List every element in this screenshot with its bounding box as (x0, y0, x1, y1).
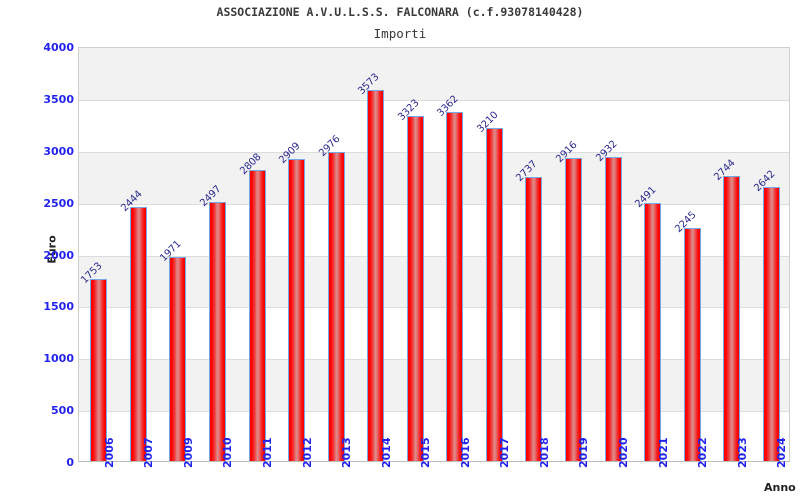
bar[interactable] (485, 127, 503, 461)
x-axis-tick-label: 2020 (617, 437, 630, 468)
x-axis-tick-label: 2006 (102, 437, 116, 468)
x-axis-tick-label: 2024 (775, 437, 789, 468)
bar[interactable] (248, 169, 266, 461)
y-axis-tick-label: 3000 (43, 144, 74, 158)
x-axis-tick-label: 2009 (181, 437, 195, 468)
y-axis-tick-label: 3500 (43, 92, 74, 106)
y-axis-tick-label: 2500 (43, 196, 74, 210)
bar[interactable] (525, 177, 543, 461)
plot-band (79, 151, 789, 204)
x-axis-tick-label: 2011 (261, 437, 274, 468)
bar[interactable] (683, 228, 701, 461)
x-axis-tick-label: 2023 (735, 437, 749, 468)
bar[interactable] (406, 116, 424, 461)
x-axis-tick-label: 2021 (656, 437, 670, 468)
plot-band (79, 359, 789, 412)
x-axis-tick-label: 2015 (419, 437, 433, 468)
y-axis: Euro 0 500 1000 1500 2000 2500 3000 3500 4000 (0, 0, 74, 500)
plot-band (79, 48, 789, 100)
gridline (79, 411, 789, 412)
y-axis-tick-label: 4000 (43, 41, 74, 54)
y-axis-tick-label: 1500 (43, 300, 74, 314)
x-axis-tick-label: 2007 (142, 437, 156, 468)
bar[interactable] (367, 90, 385, 461)
x-axis-tick-label: 2010 (221, 437, 235, 468)
bar[interactable] (327, 152, 345, 461)
bar[interactable] (288, 159, 306, 461)
x-axis-tick-label: 2013 (340, 437, 354, 468)
x-axis-tick-label: 2018 (537, 437, 551, 468)
bar[interactable] (129, 207, 147, 461)
y-axis-tick-label: 0 (66, 456, 74, 469)
bar[interactable] (564, 158, 582, 461)
x-axis-title: Anno (764, 481, 796, 494)
chart-subtitle: Importi (373, 26, 427, 41)
gridline (79, 359, 789, 360)
gridline (79, 152, 789, 153)
x-axis-tick-label: 2022 (696, 437, 710, 468)
x-axis-tick-label: 2017 (498, 437, 512, 468)
bar[interactable] (723, 176, 741, 461)
chart-title: ASSOCIAZIONE A.V.U.L.S.S. FALCONARA (c.f… (216, 5, 584, 19)
x-axis-tick-label: 2019 (577, 437, 591, 468)
x-axis-tick-label: 2014 (379, 437, 393, 468)
bar[interactable] (169, 256, 187, 461)
y-axis-tick-label: 500 (51, 404, 74, 418)
y-axis-tick-label: 2000 (43, 248, 74, 262)
gridline (79, 100, 789, 101)
gridline (79, 256, 789, 257)
bar[interactable] (208, 201, 226, 461)
bar[interactable] (90, 279, 108, 461)
bar[interactable] (762, 186, 780, 461)
x-axis-tick-label: 2012 (300, 437, 314, 468)
y-axis-tick-label: 1000 (43, 352, 74, 366)
x-axis-tick-label: 2016 (458, 437, 472, 468)
bar[interactable] (446, 112, 464, 461)
plot-band (79, 255, 789, 308)
plot-area (78, 47, 790, 462)
bar[interactable] (604, 156, 622, 461)
bar[interactable] (644, 202, 662, 461)
gridline (79, 307, 789, 308)
gridline (79, 204, 789, 205)
